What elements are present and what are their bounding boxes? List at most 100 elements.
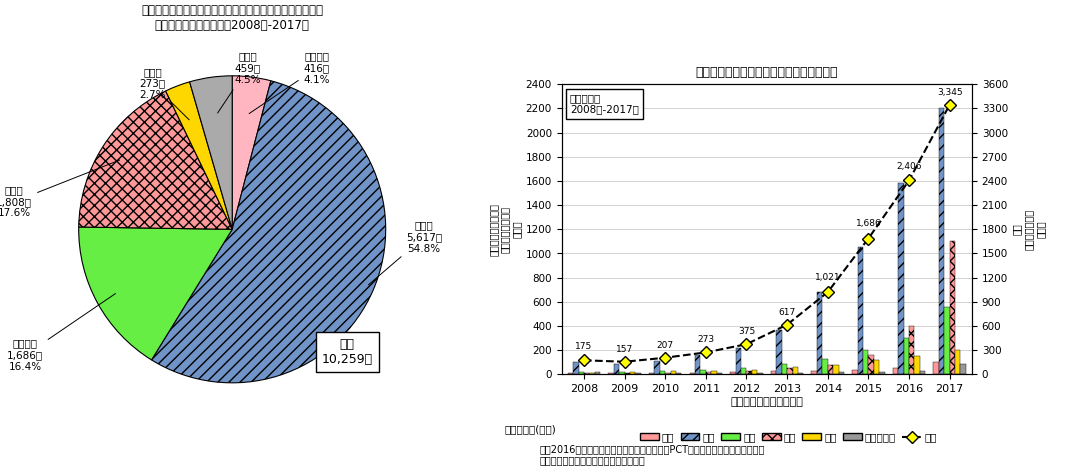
Bar [816, 292, 822, 374]
Bar [665, 373, 671, 374]
Bar [904, 338, 909, 374]
Wedge shape [232, 76, 271, 229]
Text: 合計
10,259件: 合計 10,259件 [322, 338, 373, 366]
Bar [782, 364, 787, 374]
Text: 注）2016年以降はデータベース収録の遅れ、PCT出願の各国移行のずれ等で、
全出願を反映していない可能性がある。: 注）2016年以降はデータベース収録の遅れ、PCT出願の各国移行のずれ等で、 全… [540, 444, 766, 466]
合計 [781, 322, 794, 328]
合計 [659, 355, 672, 360]
Text: 375: 375 [738, 327, 755, 336]
Text: 優先権主張
2008年-2017年: 優先権主張 2008年-2017年 [570, 93, 638, 115]
合計 [578, 358, 591, 363]
Text: 日本国籍
416件
4.1%: 日本国籍 416件 4.1% [249, 51, 329, 114]
Text: 2,406: 2,406 [896, 162, 921, 171]
Text: 207: 207 [657, 341, 674, 350]
Bar [777, 329, 782, 374]
Bar [590, 373, 595, 374]
Bar [752, 370, 757, 374]
合計 [821, 289, 834, 295]
Title: （出願人国籍別ファミリー件数及びファミリー件数比率）
出願年（優先権主張年）2008年-2017年: （出願人国籍別ファミリー件数及びファミリー件数比率） 出願年（優先権主張年）20… [141, 4, 323, 32]
Y-axis label: 合計
ファミリー件数
（件）: 合計 ファミリー件数 （件） [1012, 209, 1045, 250]
Bar [827, 365, 833, 374]
Bar [863, 350, 868, 374]
Legend: 日本, 米国, 欧州, 中国, 韓国, その他国籍, 合計: 日本, 米国, 欧州, 中国, 韓国, その他国籍, 合計 [636, 428, 941, 446]
Bar [793, 367, 798, 374]
Bar [899, 183, 904, 374]
Bar [868, 355, 874, 374]
Text: 韓国籍
273件
2.7%: 韓国籍 273件 2.7% [139, 67, 189, 120]
Text: 1,021: 1,021 [815, 273, 840, 282]
Wedge shape [190, 76, 232, 229]
Bar [654, 361, 660, 374]
Bar [579, 372, 584, 374]
Text: 157: 157 [616, 345, 633, 354]
Bar [595, 373, 600, 374]
Line: 合計: 合計 [580, 101, 954, 366]
Bar [608, 373, 613, 374]
Bar [944, 307, 949, 374]
合計 [862, 236, 875, 241]
Bar [741, 368, 746, 374]
Bar [573, 362, 579, 374]
Bar [568, 373, 573, 374]
Bar [690, 373, 696, 374]
Bar [635, 373, 640, 374]
Bar [838, 372, 843, 374]
X-axis label: 出願年（優先権主張年）: 出願年（優先権主張年） [730, 397, 804, 407]
Title: 出願人国籍（地域）別ファミリー件数推移: 出願人国籍（地域）別ファミリー件数推移 [696, 66, 838, 79]
Bar [735, 348, 741, 374]
Y-axis label: 出願人国籍（地域）
別ファミリー件数
（件）: 出願人国籍（地域） 別ファミリー件数 （件） [488, 203, 522, 256]
Bar [649, 373, 654, 374]
Bar [858, 248, 863, 374]
Bar [619, 372, 624, 374]
Text: 米国籍
5,617件
54.8%: 米国籍 5,617件 54.8% [368, 220, 442, 285]
Bar [771, 372, 777, 374]
合計 [903, 178, 916, 183]
Text: 出願人国籍(地域): 出願人国籍(地域) [504, 424, 556, 434]
Text: その他
459件
4.5%: その他 459件 4.5% [217, 51, 260, 113]
Wedge shape [165, 82, 232, 229]
Bar [909, 326, 915, 374]
Bar [955, 350, 960, 374]
Text: 中国籍
1,808件
17.6%: 中国籍 1,808件 17.6% [0, 160, 120, 218]
Text: 1,686: 1,686 [855, 219, 881, 228]
Bar [660, 372, 665, 374]
Bar [893, 368, 899, 374]
Wedge shape [79, 227, 232, 360]
Bar [852, 370, 858, 374]
Bar [787, 368, 793, 374]
Bar [671, 371, 676, 374]
Bar [879, 372, 885, 374]
Text: 617: 617 [779, 307, 796, 317]
Wedge shape [151, 81, 386, 383]
Bar [939, 109, 944, 374]
Text: 3,345: 3,345 [936, 88, 962, 97]
Bar [712, 371, 717, 374]
Bar [613, 364, 619, 374]
Bar [949, 241, 955, 374]
合計 [740, 341, 753, 347]
Bar [584, 373, 590, 374]
Bar [757, 373, 762, 374]
Bar [915, 356, 920, 374]
Bar [746, 371, 752, 374]
Text: 175: 175 [576, 342, 593, 351]
合計 [700, 350, 713, 355]
Bar [822, 358, 827, 374]
Bar [630, 372, 635, 374]
Text: 273: 273 [698, 336, 714, 344]
Bar [960, 364, 966, 374]
Text: 欧州国籍
1,686件
16.4%: 欧州国籍 1,686件 16.4% [6, 293, 116, 372]
Bar [706, 372, 712, 374]
Bar [730, 372, 735, 374]
Bar [676, 373, 681, 374]
Bar [798, 373, 804, 374]
Bar [701, 370, 706, 374]
Bar [833, 365, 838, 374]
Bar [717, 373, 723, 374]
合計 [943, 102, 956, 108]
Bar [696, 355, 701, 374]
Bar [624, 373, 630, 374]
Bar [874, 360, 879, 374]
Bar [920, 371, 926, 374]
Bar [933, 362, 939, 374]
